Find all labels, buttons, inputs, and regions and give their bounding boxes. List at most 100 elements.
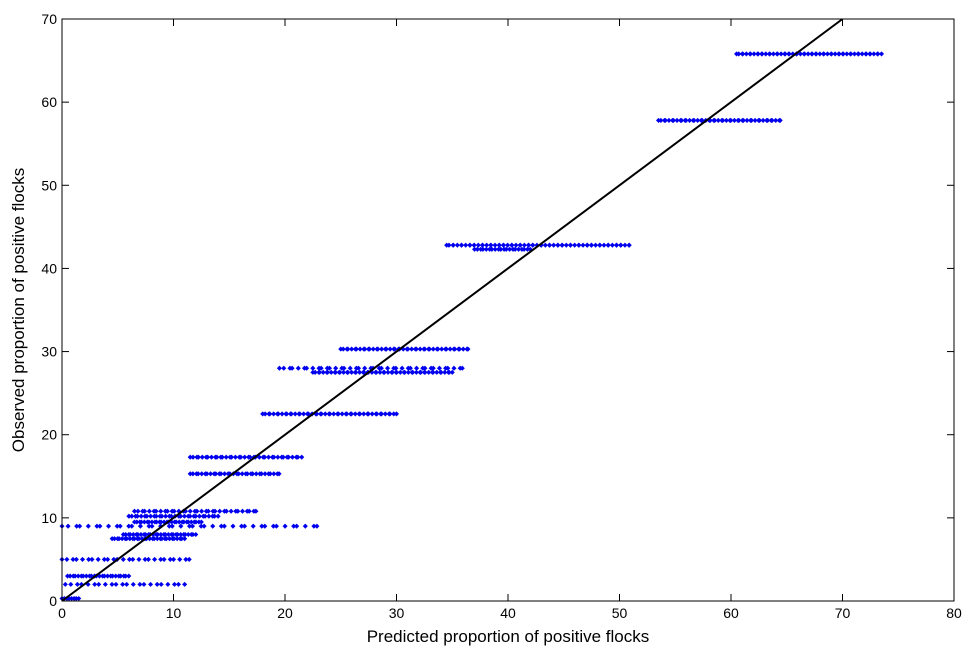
data-point — [430, 369, 436, 375]
data-point — [339, 411, 345, 417]
data-point — [418, 369, 424, 375]
data-point — [475, 242, 481, 248]
data-point — [373, 369, 379, 375]
data-point — [239, 471, 245, 477]
data-point — [439, 346, 445, 352]
data-point — [394, 369, 400, 375]
data-point — [289, 365, 295, 371]
data-point — [238, 454, 244, 460]
data-point — [276, 471, 282, 477]
data-point — [442, 369, 448, 375]
data-point — [341, 365, 347, 371]
data-point — [223, 508, 229, 514]
data-point — [434, 369, 440, 375]
data-point — [443, 346, 449, 352]
data-point — [333, 369, 339, 375]
data-point — [333, 365, 339, 371]
data-point — [328, 369, 334, 375]
data-point — [218, 471, 224, 477]
data-point — [465, 346, 471, 352]
data-point — [242, 454, 248, 460]
data-point — [361, 411, 367, 417]
data-point — [324, 369, 331, 375]
data-point — [286, 454, 292, 460]
data-point — [288, 411, 294, 417]
y-tick-label: 0 — [49, 593, 57, 609]
data-point — [626, 242, 632, 248]
data-point — [208, 454, 215, 460]
data-point — [304, 365, 310, 371]
data-point — [262, 471, 268, 477]
data-point — [199, 454, 205, 460]
data-point — [262, 523, 268, 529]
data-point — [345, 369, 351, 375]
data-point — [295, 454, 301, 460]
y-tick-label: 30 — [41, 344, 57, 360]
data-point — [205, 454, 211, 460]
data-point — [452, 346, 458, 352]
data-point — [353, 346, 359, 352]
data-point — [187, 454, 193, 460]
data-point — [262, 411, 268, 417]
data-point — [213, 471, 219, 477]
x-tick-label: 40 — [500, 605, 516, 621]
data-point — [387, 411, 393, 417]
data-point — [94, 523, 100, 529]
data-point — [76, 595, 82, 602]
data-point — [399, 365, 405, 371]
x-tick-label: 10 — [166, 605, 182, 621]
data-point — [219, 454, 225, 460]
data-point — [335, 411, 341, 417]
data-point — [484, 242, 490, 248]
data-point — [199, 471, 205, 477]
data-point — [190, 454, 196, 460]
data-point — [622, 242, 628, 248]
data-point — [222, 471, 228, 477]
data-point — [348, 411, 355, 417]
data-point — [357, 411, 363, 417]
data-point — [391, 411, 397, 417]
data-point — [349, 346, 355, 352]
data-point — [379, 346, 385, 352]
data-point — [460, 346, 466, 352]
data-point — [483, 246, 489, 252]
data-point — [407, 365, 413, 371]
y-tick-label: 60 — [41, 94, 57, 110]
data-point — [378, 411, 385, 417]
data-point — [563, 242, 569, 248]
data-point — [387, 346, 393, 352]
x-tick-label: 20 — [277, 605, 293, 621]
data-point — [374, 411, 380, 417]
data-point — [393, 365, 399, 371]
data-point — [207, 471, 214, 477]
data-point — [413, 346, 419, 352]
data-point — [320, 369, 326, 375]
data-point — [347, 365, 353, 371]
data-point — [345, 346, 351, 352]
data-point — [117, 523, 123, 529]
y-axis-label: Observed proportion of positive flocks — [9, 168, 28, 452]
data-point — [312, 369, 318, 375]
data-point — [280, 454, 286, 460]
data-point — [223, 454, 229, 460]
data-point — [451, 365, 457, 371]
data-point — [299, 454, 305, 460]
data-point — [436, 365, 442, 371]
axis-ticks: 0 10 20 30 40 50 60 70 80 0 10 20 30 40 50 60 70 — [41, 11, 962, 621]
data-point — [365, 411, 371, 417]
data-point — [214, 454, 220, 460]
data-point — [266, 454, 272, 460]
data-point — [322, 411, 328, 417]
x-tick-label: 30 — [389, 605, 405, 621]
data-point — [271, 454, 277, 460]
data-point — [413, 369, 419, 375]
data-point — [153, 508, 159, 514]
data-point — [262, 454, 268, 460]
data-point — [276, 365, 282, 371]
data-point — [370, 346, 376, 352]
data-point — [498, 246, 504, 252]
data-point — [316, 369, 323, 375]
y-tick-label: 10 — [41, 510, 57, 526]
data-point — [426, 369, 432, 375]
